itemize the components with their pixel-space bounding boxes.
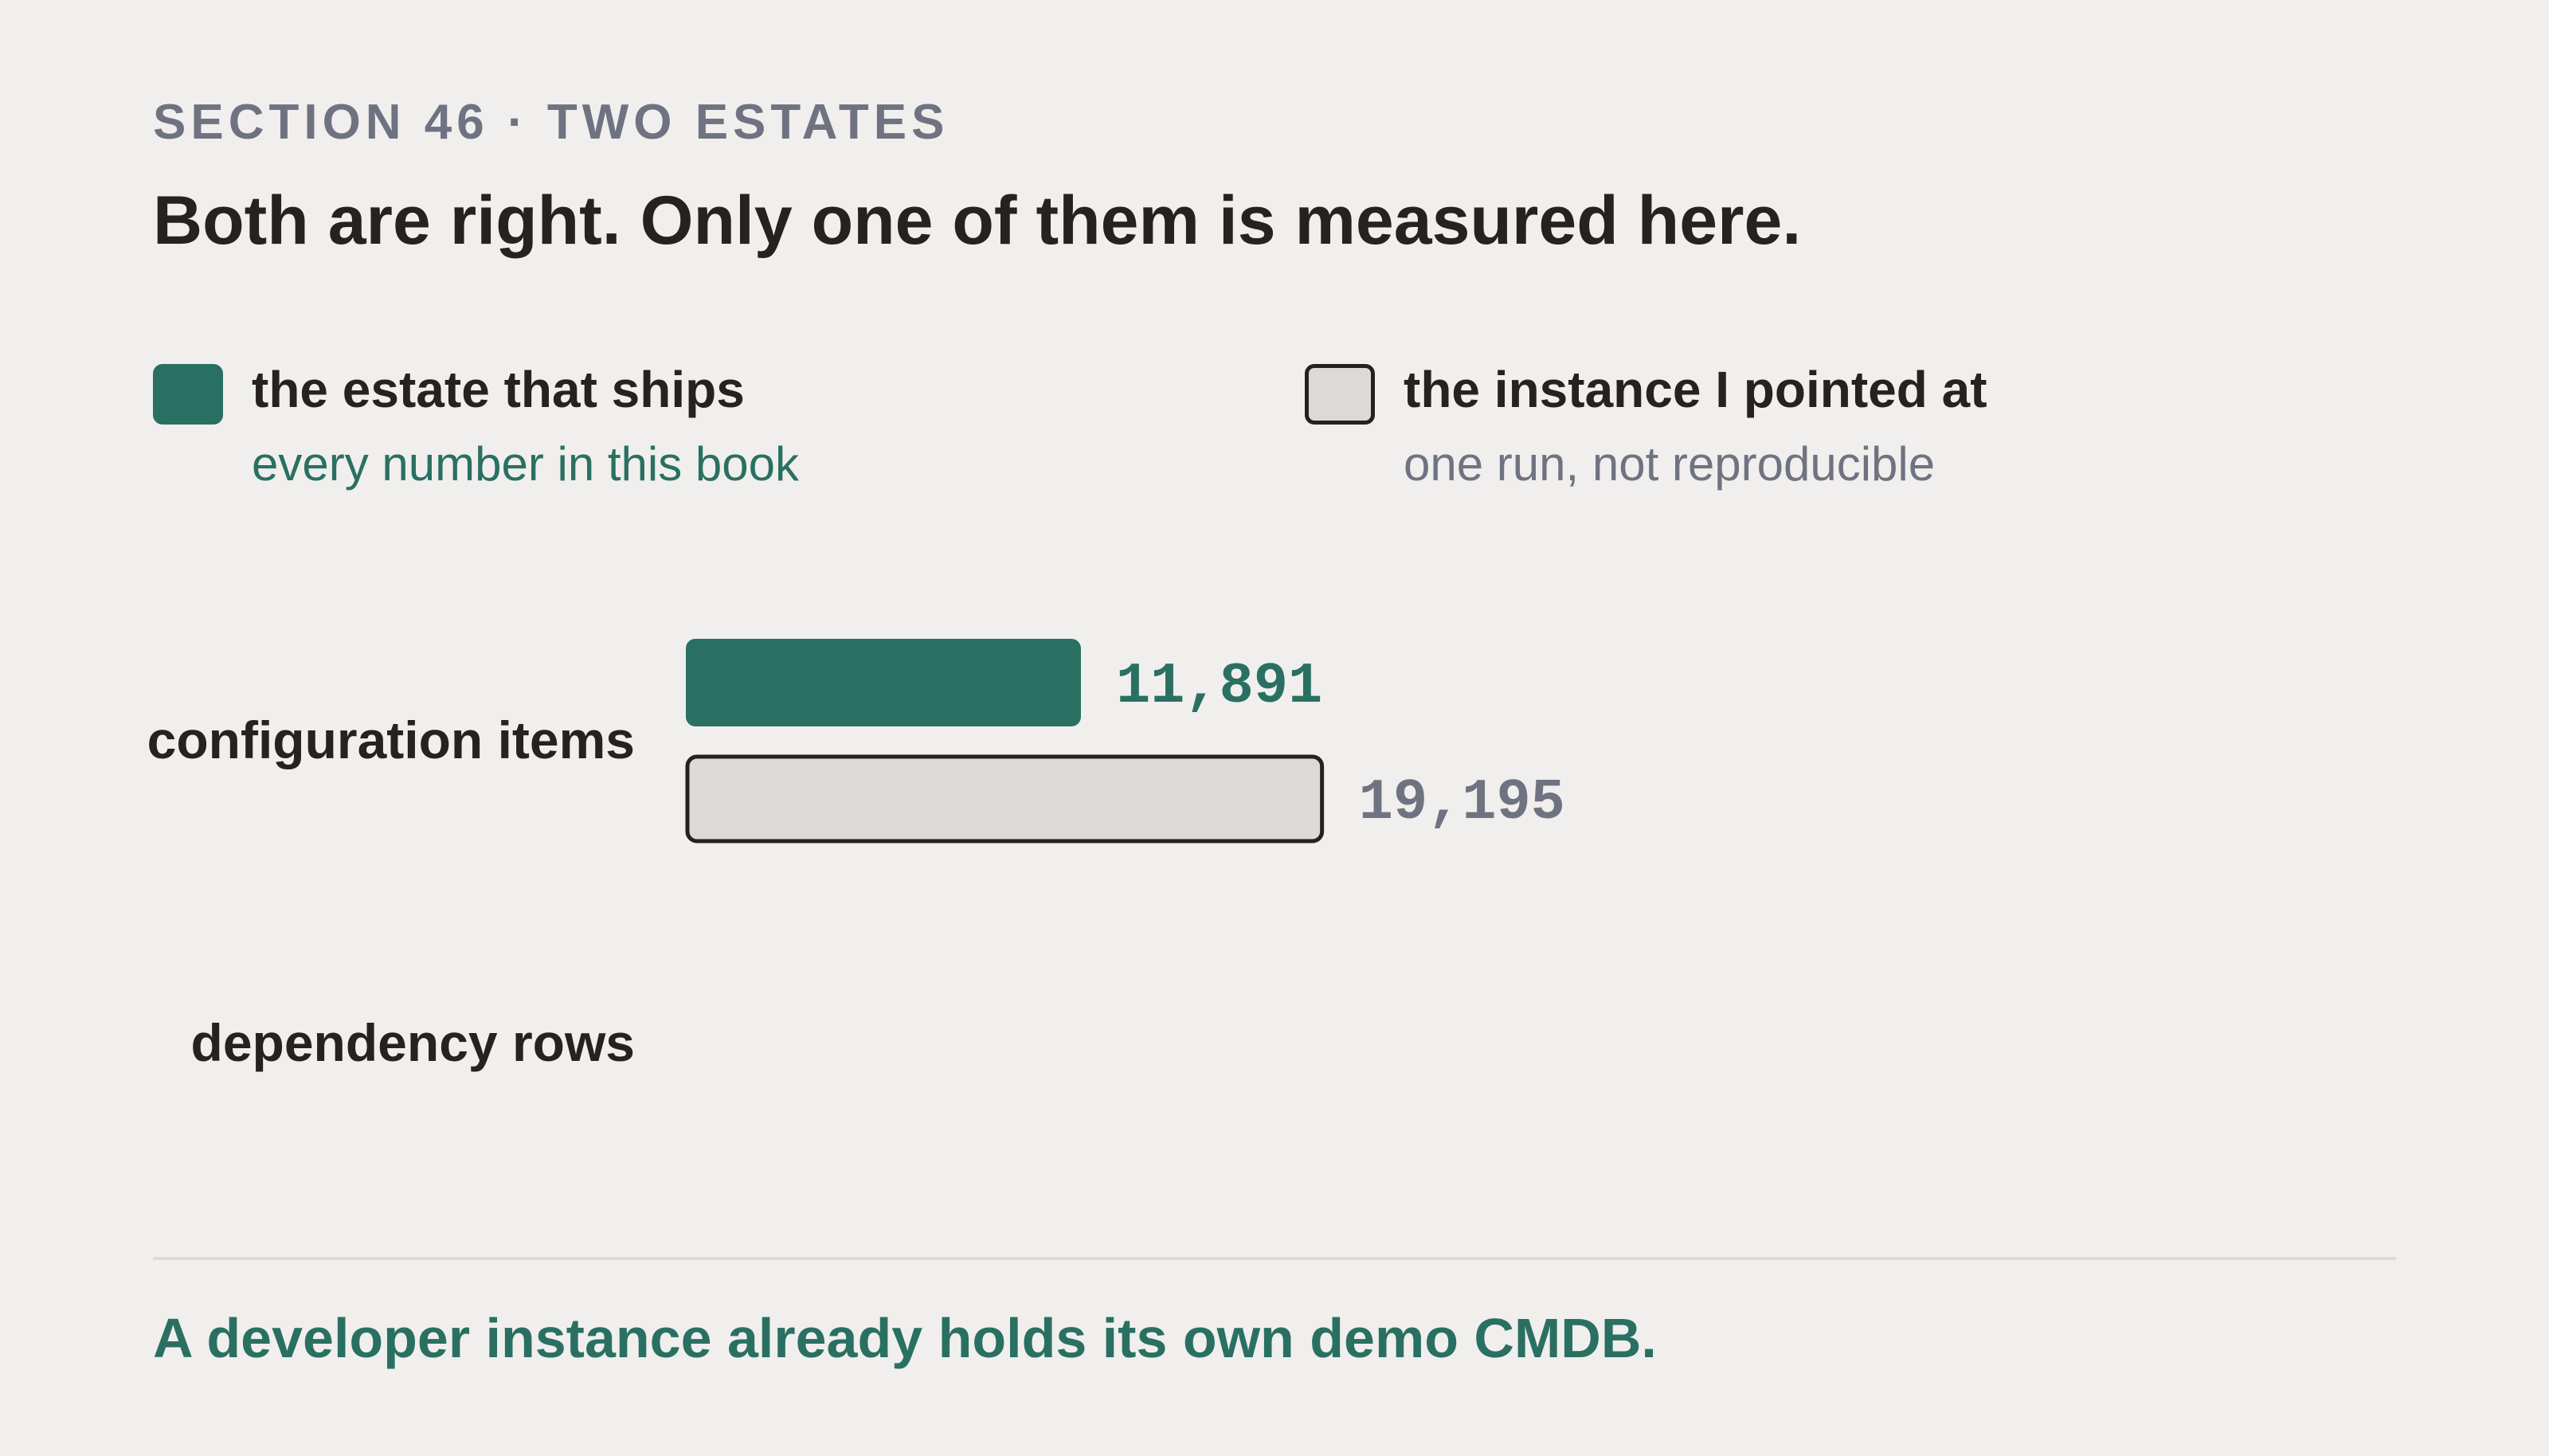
legend-sub-instance: one run, not reproducible <box>1404 437 1936 491</box>
category-label: dependency rows <box>191 1013 636 1072</box>
legend-label-instance: the instance I pointed at <box>1404 361 1987 418</box>
section-kicker: SECTION 46 · TWO ESTATES <box>153 95 950 150</box>
bar-ships <box>686 639 1081 726</box>
legend-sub-ships: every number in this book <box>252 437 800 491</box>
divider <box>153 1257 2396 1260</box>
footnote: A developer instance already holds its o… <box>153 1307 1657 1369</box>
bar-instance <box>685 754 1325 843</box>
value-label-instance: 19,195 <box>1359 770 1565 836</box>
category-label: configuration items <box>147 710 635 769</box>
legend-label-ships: the estate that ships <box>252 361 745 418</box>
value-label-ships: 11,891 <box>1116 654 1322 719</box>
legend-swatch-instance <box>1305 364 1375 425</box>
page-title: Both are right. Only one of them is meas… <box>153 182 1802 259</box>
legend-swatch-ships <box>153 364 223 425</box>
